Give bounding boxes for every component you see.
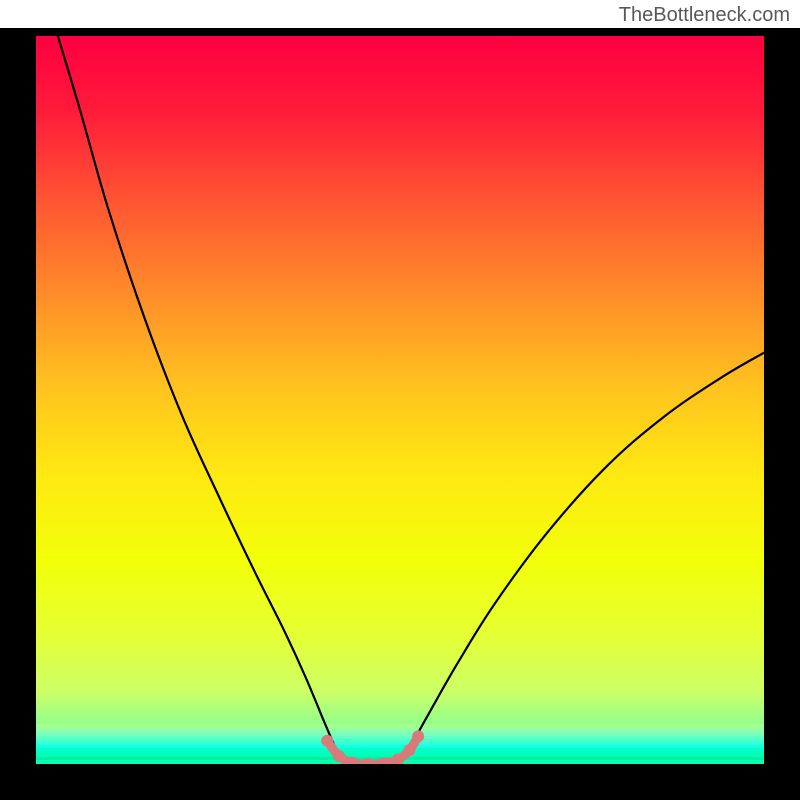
marker-valley_highlight [403,744,415,756]
plot-background [36,36,764,764]
marker-valley_highlight [392,754,404,766]
marker-valley_highlight [321,735,333,747]
header-band [0,0,800,28]
bottom-stripe [36,724,764,727]
bottom-stripe [36,745,764,748]
bottom-stripe [36,730,764,733]
bottom-stripe [36,727,764,730]
bottom-stripe [36,739,764,742]
bottom-stripe [36,748,764,751]
bottom-stripe [36,742,764,745]
marker-valley_highlight [333,750,345,762]
bottom-stripe [36,733,764,736]
chart-svg [0,0,800,800]
chart-container: TheBottleneck.com [0,0,800,800]
marker-valley_highlight [412,730,424,742]
bottom-stripe [36,736,764,739]
